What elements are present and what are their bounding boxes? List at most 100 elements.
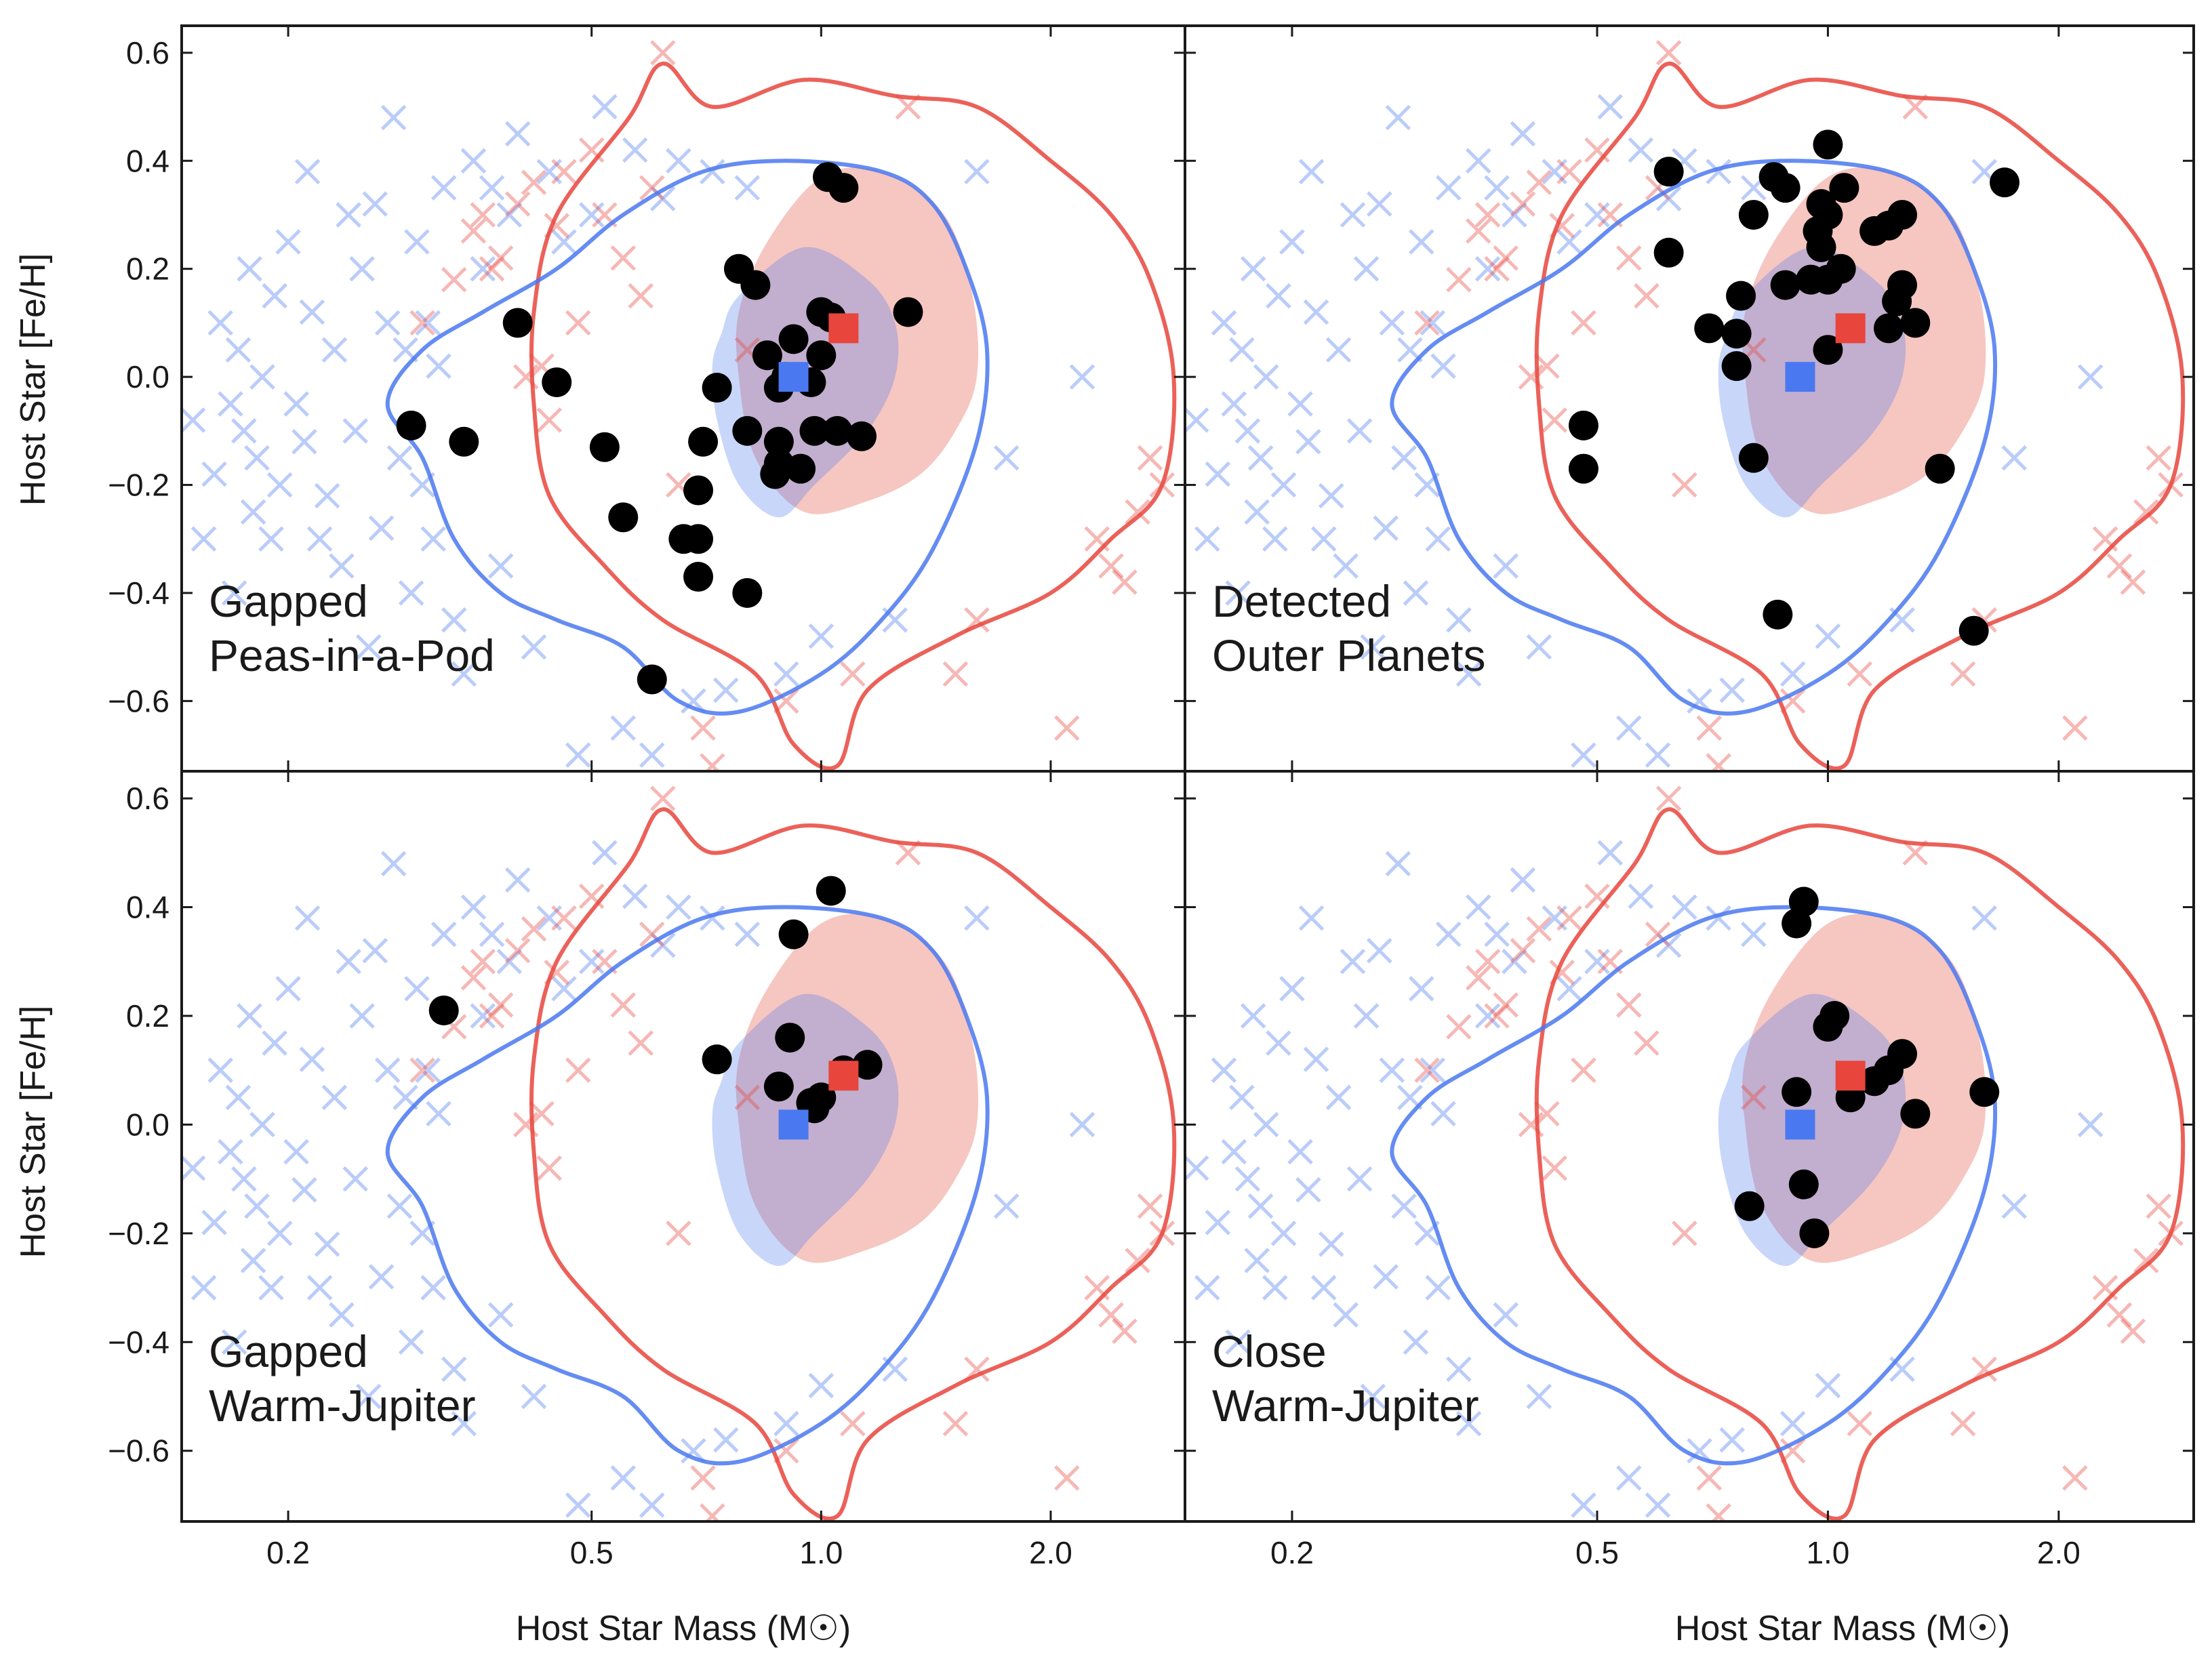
blue-cross-marker [398, 580, 424, 606]
blue-cross-marker [1436, 921, 1462, 947]
blue-cross-marker [1466, 894, 1491, 920]
blue-cross-marker [221, 580, 247, 606]
highlight-point [1782, 908, 1812, 939]
y-tick-label: 0.4 [126, 890, 169, 925]
blue-cross-marker [1221, 1139, 1247, 1165]
y-tick-label: −0.4 [108, 575, 169, 611]
blue-cross-marker [1205, 1210, 1231, 1235]
blue-cross-marker [231, 418, 257, 444]
blue-cross-marker [1409, 229, 1434, 255]
blue-cross-marker [666, 148, 691, 174]
highlight-point [732, 415, 763, 446]
blue-cross-marker [1367, 191, 1392, 217]
red-cross-marker [1706, 1503, 1731, 1521]
blue-cross-marker [565, 742, 591, 768]
red-cross-marker [536, 1155, 563, 1181]
blue-median-square [1785, 1109, 1815, 1140]
blue-cross-marker [1455, 1410, 1482, 1437]
blue-cross-marker [201, 1210, 227, 1235]
highlight-point [702, 373, 732, 403]
blue-cross-marker [275, 229, 301, 255]
blue-cross-marker [1556, 229, 1582, 255]
blue-cross-marker [1542, 905, 1567, 931]
blue-cross-marker [1672, 894, 1697, 920]
red-cross-marker [1484, 1003, 1510, 1029]
blue-cross-marker [1253, 1111, 1279, 1138]
blue-cross-marker [1391, 1193, 1417, 1219]
panel-label-line2: Peas-in-a-Pod [209, 630, 495, 680]
highlight-point [1900, 1099, 1931, 1129]
blue-cross-marker [713, 1427, 739, 1453]
blue-cross-marker [240, 1248, 266, 1273]
blue-cross-marker [1571, 742, 1596, 768]
blue-cross-marker [1225, 580, 1251, 606]
blue-cross-marker [1446, 1356, 1472, 1383]
blue-cross-marker [306, 526, 333, 552]
red-cross-marker [1510, 937, 1536, 964]
blue-cross-marker [426, 1101, 451, 1127]
blue-cross-marker [479, 921, 505, 947]
blue-cross-marker [258, 526, 284, 552]
highlight-point [683, 562, 714, 592]
blue-cross-marker [1287, 1139, 1313, 1165]
blue-cross-marker [1493, 1302, 1519, 1328]
blue-cross-marker [1474, 1003, 1501, 1029]
blue-cross-marker [1628, 883, 1654, 909]
blue-cross-marker [1542, 159, 1567, 184]
blue-cross-marker [496, 948, 523, 975]
red-cross-marker [1672, 1221, 1697, 1246]
blue-cross-marker [700, 159, 725, 184]
red-cross-marker [504, 937, 531, 964]
blue-cross-marker [1221, 391, 1247, 417]
red-cross-marker [942, 661, 969, 687]
blue-contour-line [385, 905, 990, 1466]
blue-cross-marker [1391, 445, 1417, 471]
blue-cross-marker [420, 526, 446, 552]
blue-cross-marker [1655, 186, 1682, 211]
blue-cross-marker [386, 445, 413, 471]
y-tick-label: 0.2 [126, 998, 169, 1034]
blue-cross-marker [362, 191, 388, 217]
red-cross-marker [479, 1003, 505, 1029]
blue-cross-marker [1474, 255, 1501, 282]
highlight-point [589, 432, 620, 462]
blue-cross-marker [622, 883, 648, 909]
y-tick-label: −0.4 [108, 1324, 169, 1359]
highlight-point [683, 475, 714, 506]
panel-a-plot-area [182, 40, 1177, 771]
highlight-point [1925, 453, 1955, 484]
blue-cross-marker [1645, 1492, 1671, 1518]
blue-cross-marker [1526, 634, 1552, 660]
red-cross-marker [1950, 661, 1976, 687]
blue-cross-marker [1310, 1275, 1337, 1301]
blue-cross-marker [218, 391, 243, 417]
blue-cross-marker [1234, 418, 1261, 444]
blue-cross-marker [1244, 1248, 1270, 1273]
blue-cross-marker [1502, 202, 1527, 228]
blue-cross-marker [479, 175, 505, 201]
red-cross-marker [2062, 715, 2088, 741]
blue-cross-marker [398, 1329, 424, 1355]
highlight-point [1900, 308, 1931, 338]
blue-cross-marker [713, 677, 739, 703]
blue-cross-marker [1741, 921, 1767, 947]
blue-cross-marker [207, 1057, 233, 1083]
blue-cross-marker [2001, 1193, 2028, 1219]
blue-cross-marker [1253, 364, 1279, 390]
highlight-point [852, 1050, 883, 1080]
blue-cross-marker [773, 661, 799, 687]
red-cross-marker [2146, 445, 2172, 471]
highlight-point [1813, 335, 1843, 365]
blue-cross-marker [1360, 634, 1386, 660]
blue-cross-marker [734, 175, 761, 201]
highlight-point [775, 1023, 805, 1053]
blue-cross-marker [1353, 1003, 1380, 1029]
blue-cross-marker [1229, 1084, 1255, 1111]
blue-cross-marker [299, 1046, 325, 1072]
red-median-square [828, 1061, 859, 1091]
blue-cross-marker [262, 1030, 287, 1056]
blue-cross-marker [1298, 905, 1325, 931]
blue-cross-marker [420, 1275, 446, 1301]
red-cross-marker [840, 661, 866, 687]
